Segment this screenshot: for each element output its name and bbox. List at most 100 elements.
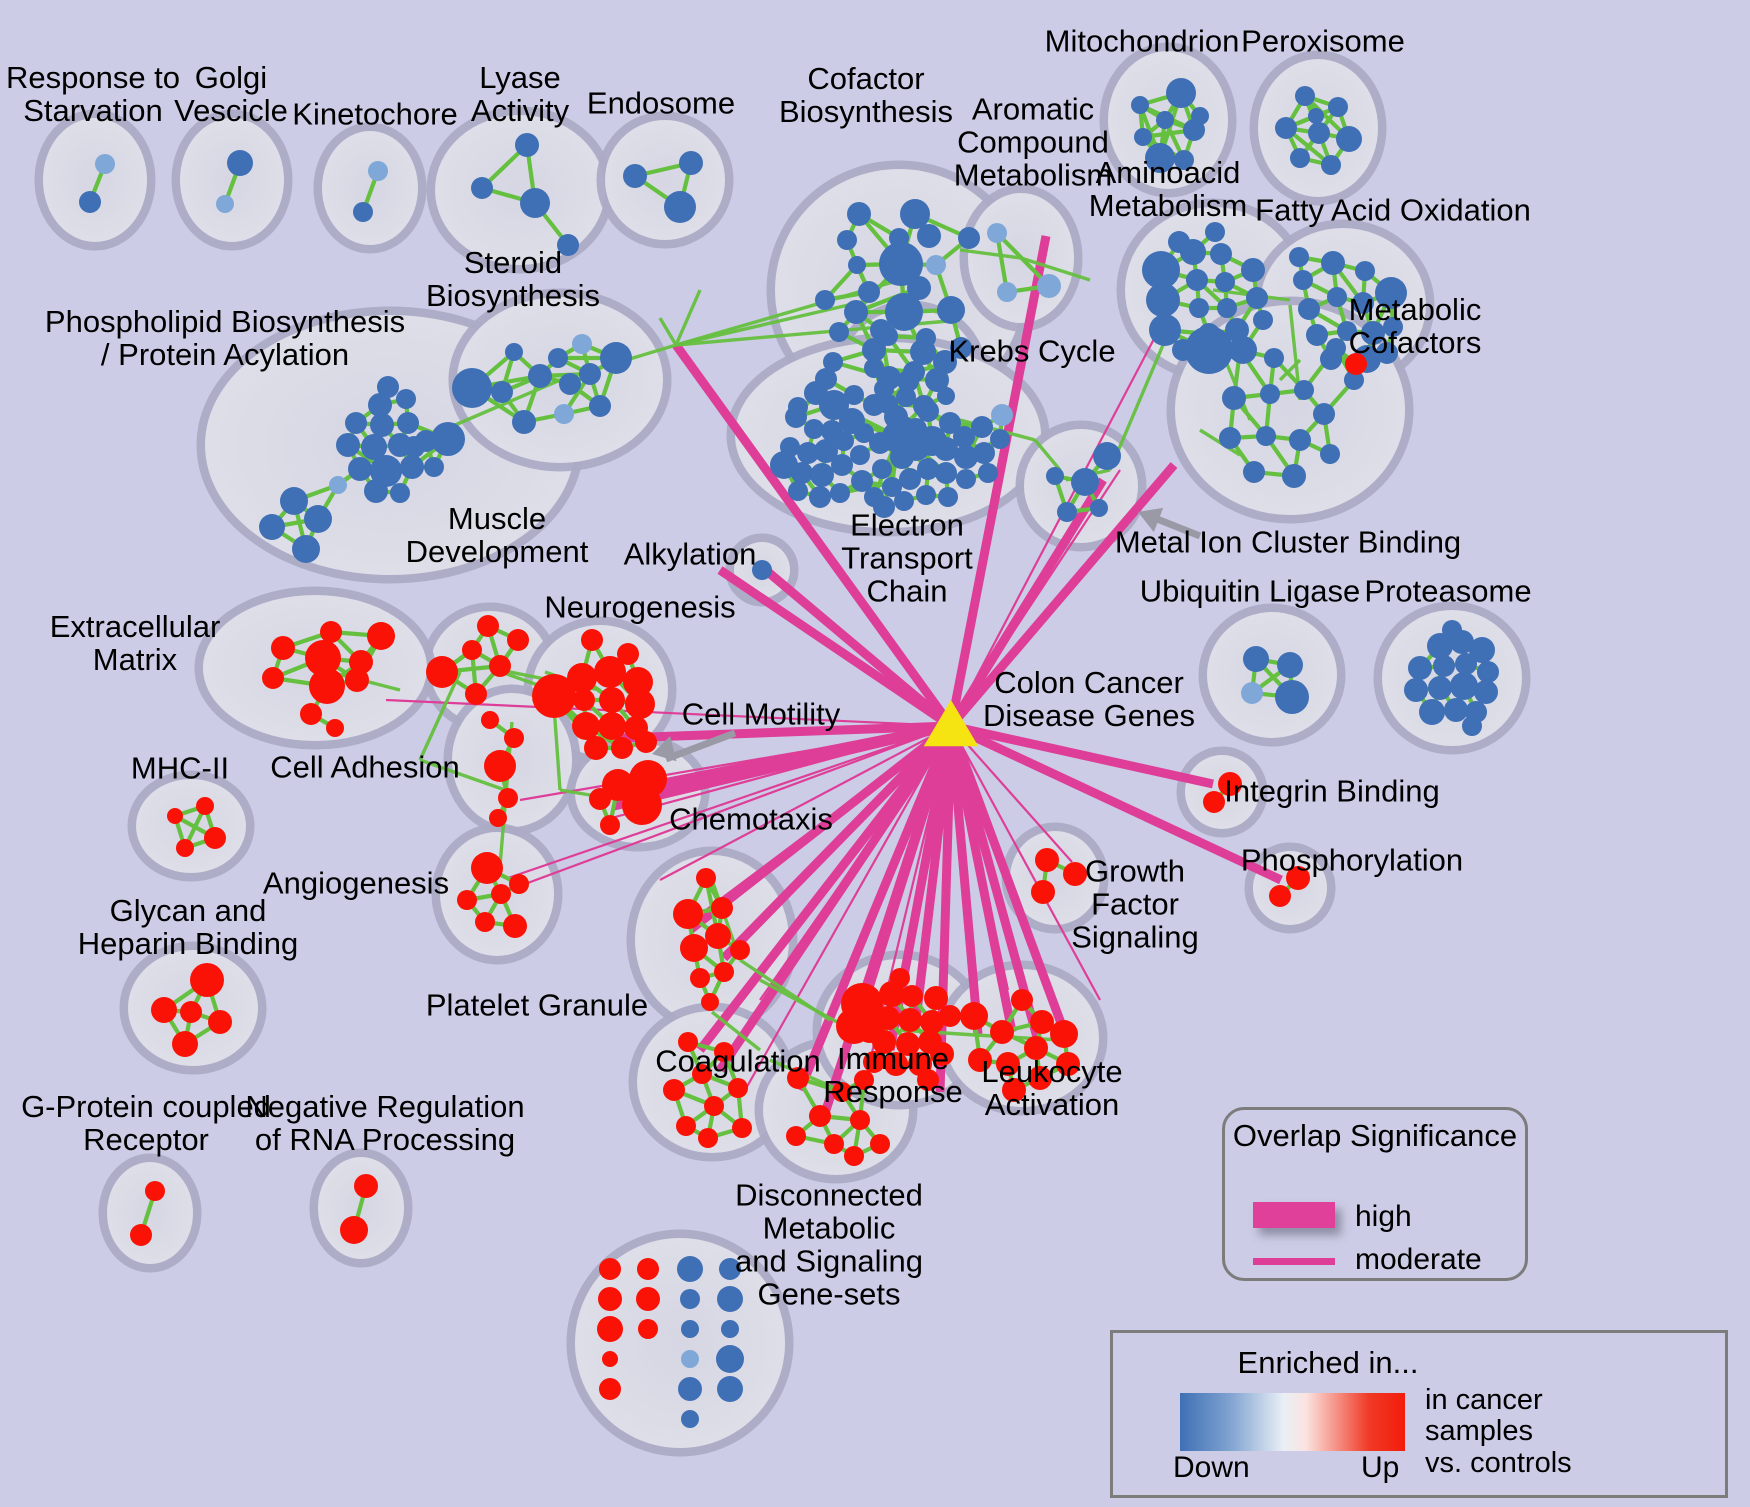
gene-set-node[interactable] [216,195,234,213]
gene-set-node[interactable] [890,968,910,988]
gene-set-node[interactable] [907,276,931,300]
gene-set-node[interactable] [916,485,936,505]
gene-set-node[interactable] [1156,111,1174,129]
gene-set-node[interactable] [172,1031,198,1057]
gene-set-node[interactable] [786,1126,806,1146]
gene-set-node[interactable] [1256,426,1276,446]
gene-set-node[interactable] [1444,698,1468,722]
gene-set-node[interactable] [1011,989,1033,1011]
gene-set-node[interactable] [1149,314,1181,346]
gene-set-node[interactable] [728,1078,748,1098]
gene-set-node[interactable] [1024,1036,1048,1060]
gene-set-node[interactable] [829,322,849,342]
gene-set-node[interactable] [1474,680,1498,704]
gene-set-node[interactable] [481,711,499,729]
gene-set-node[interactable] [862,338,886,362]
gene-set-node[interactable] [873,496,895,518]
gene-set-node[interactable] [791,462,813,484]
gene-set-node[interactable] [809,486,831,508]
gene-set-node[interactable] [598,712,626,740]
gene-set-node[interactable] [305,640,341,676]
gene-set-node[interactable] [681,1410,699,1428]
gene-set-node[interactable] [1210,243,1232,265]
gene-set-node[interactable] [589,395,611,417]
gene-set-node[interactable] [1035,848,1059,872]
gene-set-node[interactable] [680,934,708,962]
gene-set-node[interactable] [1375,277,1407,309]
gene-set-node[interactable] [196,797,214,815]
gene-set-node[interactable] [176,839,194,857]
gene-set-node[interactable] [797,442,819,464]
gene-set-node[interactable] [1289,429,1311,451]
gene-set-node[interactable] [1419,699,1445,725]
gene-set-node[interactable] [271,636,295,660]
gene-set-node[interactable] [1030,1010,1054,1034]
gene-set-node[interactable] [663,1079,685,1101]
gene-set-node[interactable] [579,363,601,385]
gene-set-node[interactable] [554,404,574,424]
gene-set-node[interactable] [717,1376,743,1402]
gene-set-node[interactable] [573,689,595,711]
gene-set-node[interactable] [960,1002,988,1030]
gene-set-node[interactable] [698,1128,718,1148]
gene-set-node[interactable] [503,914,527,938]
gene-set-node[interactable] [259,514,285,540]
gene-set-node[interactable] [996,1052,1020,1076]
gene-set-node[interactable] [1383,317,1403,337]
gene-set-node[interactable] [602,1351,618,1367]
gene-set-node[interactable] [704,1096,724,1116]
gene-set-node[interactable] [1174,150,1194,170]
gene-set-node[interactable] [832,1082,852,1102]
gene-set-node[interactable] [364,479,388,503]
gene-set-node[interactable] [1166,78,1196,108]
gene-set-node[interactable] [1433,655,1455,677]
gene-set-node[interactable] [898,1008,922,1032]
gene-set-node[interactable] [130,1224,152,1246]
gene-set-node[interactable] [990,1020,1014,1044]
gene-set-node[interactable] [870,1134,890,1154]
gene-set-node[interactable] [505,343,523,361]
gene-set-node[interactable] [973,442,995,464]
gene-set-node[interactable] [1246,287,1268,309]
gene-set-node[interactable] [204,827,226,849]
gene-set-node[interactable] [884,1052,908,1076]
gene-set-node[interactable] [532,674,576,718]
gene-set-node[interactable] [690,968,710,988]
gene-set-node[interactable] [1326,338,1346,358]
gene-set-node[interactable] [638,1319,658,1339]
gene-set-node[interactable] [809,1105,831,1127]
gene-set-node[interactable] [1218,772,1242,796]
gene-set-node[interactable] [925,368,949,392]
gene-set-node[interactable] [512,410,536,434]
gene-set-node[interactable] [847,202,871,226]
gene-set-node[interactable] [599,687,625,713]
gene-set-node[interactable] [471,852,503,884]
gene-set-node[interactable] [370,413,394,437]
gene-set-node[interactable] [721,1320,739,1338]
gene-set-node[interactable] [935,462,957,484]
gene-set-node[interactable] [894,491,914,511]
gene-set-node[interactable] [190,963,224,997]
gene-set-node[interactable] [850,1110,870,1130]
gene-set-node[interactable] [831,454,853,476]
gene-set-node[interactable] [145,1181,165,1201]
gene-set-node[interactable] [1469,637,1495,663]
gene-set-node[interactable] [1477,661,1499,683]
gene-set-node[interactable] [1145,143,1175,173]
gene-set-node[interactable] [557,234,579,256]
gene-set-node[interactable] [1442,620,1462,640]
gene-set-node[interactable] [934,354,954,374]
gene-set-node[interactable] [431,422,465,456]
gene-set-node[interactable] [711,897,733,919]
gene-set-node[interactable] [1168,231,1190,253]
gene-set-node[interactable] [594,656,626,688]
gene-set-node[interactable] [1404,678,1428,702]
gene-set-node[interactable] [1203,791,1225,813]
gene-set-node[interactable] [1215,272,1235,292]
gene-set-node[interactable] [599,1378,621,1400]
gene-set-node[interactable] [1134,128,1152,146]
gene-set-node[interactable] [462,640,482,660]
gene-set-node[interactable] [854,1070,874,1090]
gene-set-node[interactable] [491,884,511,904]
gene-set-node[interactable] [622,785,662,825]
